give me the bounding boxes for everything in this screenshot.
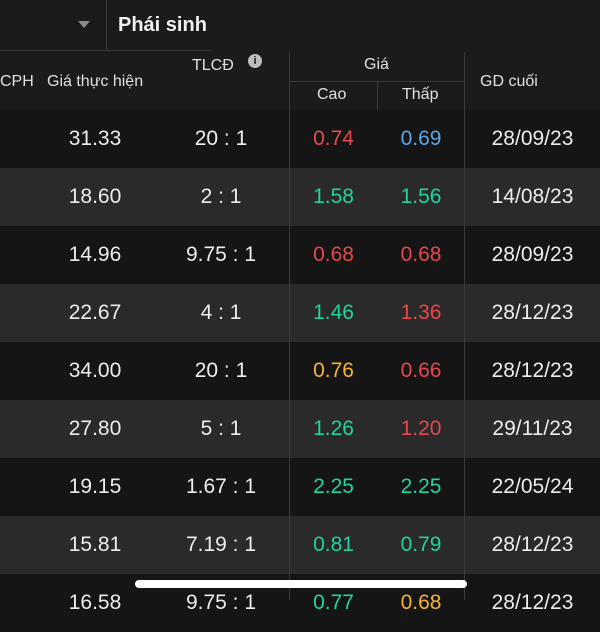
info-icon[interactable]: i <box>248 54 262 68</box>
gia-thuc-hien-cell: 34.00 <box>68 359 122 382</box>
column-divider <box>289 52 290 600</box>
table-row[interactable]: 19.15 1.67 : 1 2.25 2.25 22/05/24 <box>0 458 600 516</box>
thap-price-cell: 0.68 <box>400 243 442 266</box>
gd-cuoi-cell: 22/05/24 <box>491 475 574 498</box>
cao-price-cell: 1.26 <box>313 417 354 440</box>
gd-cuoi-cell: 28/12/23 <box>491 591 574 614</box>
cao-price-cell: 0.68 <box>313 243 354 266</box>
table-row[interactable]: 31.33 20 : 1 0.74 0.69 28/09/23 <box>0 110 600 168</box>
thap-price-cell: 1.56 <box>400 185 442 208</box>
cao-price-cell: 0.81 <box>313 533 354 556</box>
gia-thuc-hien-cell: 15.81 <box>68 533 122 556</box>
tlcd-cell: 1.67 : 1 <box>185 475 257 498</box>
header-thap[interactable]: Thấp <box>402 86 439 103</box>
divider <box>106 0 107 50</box>
gd-cuoi-cell: 28/12/23 <box>491 359 574 382</box>
divider <box>377 81 378 110</box>
gd-cuoi-cell: 28/09/23 <box>491 127 574 150</box>
table-row[interactable]: 34.00 20 : 1 0.76 0.66 28/12/23 <box>0 342 600 400</box>
tlcd-cell: 7.19 : 1 <box>185 533 257 556</box>
thap-price-cell: 0.69 <box>400 127 442 150</box>
cao-price-cell: 1.58 <box>313 185 354 208</box>
tlcd-cell: 9.75 : 1 <box>185 243 257 266</box>
header-tlcd[interactable]: TLCĐ <box>192 57 234 74</box>
tab-phai-sinh[interactable]: Phái sinh <box>118 14 207 36</box>
gd-cuoi-cell: 28/12/23 <box>491 533 574 556</box>
thap-price-cell: 1.20 <box>400 417 442 440</box>
cao-price-cell: 1.46 <box>313 301 354 324</box>
header-gia-thuc-hien[interactable]: Giá thực hiện <box>47 73 144 90</box>
thap-price-cell: 0.66 <box>400 359 442 382</box>
header-cao[interactable]: Cao <box>317 86 347 103</box>
table-row[interactable]: 15.81 7.19 : 1 0.81 0.79 28/12/23 <box>0 516 600 574</box>
gia-thuc-hien-cell: 14.96 <box>68 243 122 266</box>
gia-thuc-hien-cell: 18.60 <box>68 185 122 208</box>
tlcd-cell: 2 : 1 <box>200 185 242 208</box>
gia-thuc-hien-cell: 27.80 <box>68 417 122 440</box>
tlcd-cell: 5 : 1 <box>200 417 242 440</box>
gd-cuoi-cell: 29/11/23 <box>492 417 573 440</box>
gd-cuoi-cell: 14/08/23 <box>491 185 574 208</box>
cao-price-cell: 0.76 <box>313 359 354 382</box>
cao-price-cell: 2.25 <box>313 475 354 498</box>
column-divider <box>464 52 465 600</box>
gia-thuc-hien-cell: 16.58 <box>68 591 122 614</box>
cao-price-cell: 0.74 <box>313 127 354 150</box>
table-row[interactable]: 22.67 4 : 1 1.46 1.36 28/12/23 <box>0 284 600 342</box>
thap-price-cell: 2.25 <box>400 475 442 498</box>
header-gd-cuoi[interactable]: GD cuối <box>480 73 538 90</box>
gd-cuoi-cell: 28/12/23 <box>491 301 574 324</box>
gia-thuc-hien-cell: 22.67 <box>68 301 122 324</box>
table-row[interactable]: 14.96 9.75 : 1 0.68 0.68 28/09/23 <box>0 226 600 284</box>
gia-thuc-hien-cell: 19.15 <box>68 475 122 498</box>
header-gia: Giá <box>364 56 389 73</box>
dropdown-selector[interactable] <box>0 0 106 52</box>
header-partial-col[interactable]: CPH <box>0 73 34 90</box>
thap-price-cell: 0.79 <box>400 533 442 556</box>
home-indicator[interactable] <box>135 580 467 588</box>
caret-down-icon[interactable] <box>78 21 90 28</box>
gia-thuc-hien-cell: 31.33 <box>68 127 122 150</box>
tlcd-cell: 20 : 1 <box>194 359 248 382</box>
top-bar: Phái sinh <box>0 0 600 52</box>
tlcd-cell: 20 : 1 <box>194 127 248 150</box>
tlcd-cell: 4 : 1 <box>200 301 242 324</box>
gd-cuoi-cell: 28/09/23 <box>491 243 574 266</box>
divider <box>0 50 212 51</box>
table-header: CPH Giá thực hiện TLCĐ i Giá Cao Thấp GD… <box>0 52 600 110</box>
thap-price-cell: 1.36 <box>400 301 442 324</box>
table-row[interactable]: 18.60 2 : 1 1.58 1.56 14/08/23 <box>0 168 600 226</box>
table-row[interactable]: 27.80 5 : 1 1.26 1.20 29/11/23 <box>0 400 600 458</box>
